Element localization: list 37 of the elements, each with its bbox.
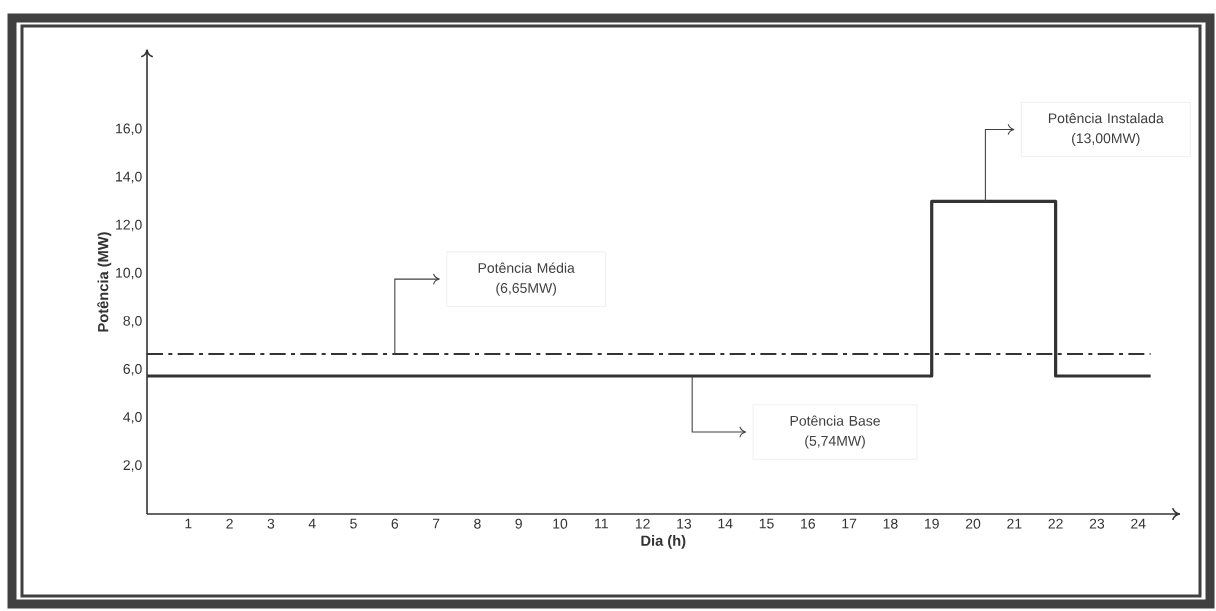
- y-tick-label: 2,0: [123, 460, 142, 472]
- x-axis-title: Dia (h): [641, 535, 686, 549]
- x-tick-label: 9: [515, 518, 522, 529]
- y-tick-label: 6,0: [123, 363, 142, 376]
- y-tick-label: 4,0: [123, 412, 142, 424]
- x-tick-label: 2: [226, 518, 233, 529]
- y-tick-label: 16,0: [116, 123, 142, 136]
- x-tick-label: 14: [718, 518, 733, 529]
- x-tick-label: 11: [595, 518, 608, 529]
- x-tick-label: 4: [308, 518, 316, 529]
- x-tick-label: 12: [635, 518, 650, 529]
- x-tick-label: 13: [677, 518, 692, 529]
- annotation: Potência Base (5,74MW): [790, 415, 880, 449]
- x-tick-label: 21: [1007, 518, 1022, 529]
- y-axis-title: Potência (MW): [97, 232, 112, 332]
- y-tick-label: 14,0: [116, 171, 142, 184]
- x-tick-label: 22: [1048, 518, 1063, 529]
- x-tick-label: 19: [925, 518, 939, 529]
- x-tick-label: 18: [883, 518, 898, 529]
- y-tick-label: 8,0: [123, 315, 142, 328]
- x-tick-label: 16: [801, 518, 815, 529]
- x-tick-label: 1: [185, 518, 192, 529]
- x-tick-label: 23: [1089, 518, 1105, 529]
- x-tick-label: 10: [553, 518, 568, 529]
- x-tick-label: 7: [432, 518, 440, 529]
- x-tick-label: 15: [759, 518, 774, 529]
- x-tick-label: 17: [842, 518, 857, 529]
- x-tick-label: 20: [965, 518, 981, 529]
- annotation: Potência Instalada (13,00MW): [1048, 112, 1164, 146]
- x-tick-label: 6: [391, 518, 399, 529]
- x-tick-label: 8: [474, 518, 481, 529]
- y-tick-label: 12,0: [116, 219, 142, 232]
- x-tick-label: 24: [1131, 518, 1146, 529]
- x-tick-label: 3: [267, 518, 275, 529]
- annotation: Potência Média (6,65MW): [478, 262, 575, 296]
- x-tick-label: 5: [350, 518, 357, 529]
- y-tick-label: 10,0: [116, 267, 142, 280]
